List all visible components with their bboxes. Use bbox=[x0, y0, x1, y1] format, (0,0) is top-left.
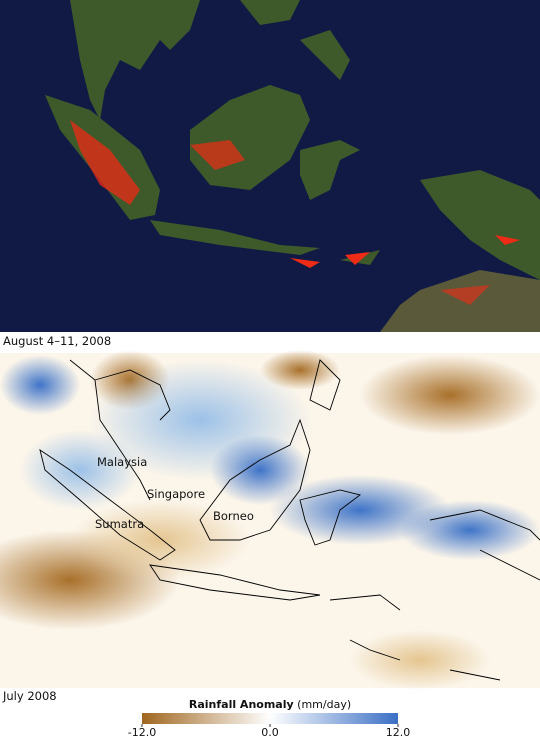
colorbar bbox=[142, 713, 398, 724]
map-label: Sumatra bbox=[95, 517, 144, 531]
colorbar-title-main: Rainfall Anomaly bbox=[189, 698, 294, 711]
colorbar-tick-label: 12.0 bbox=[386, 726, 411, 739]
bottom-caption: July 2008 bbox=[2, 689, 57, 703]
colorbar-tick-label: -12.0 bbox=[128, 726, 156, 739]
colorbar-unit: (mm/day) bbox=[297, 698, 351, 711]
top-caption: August 4–11, 2008 bbox=[3, 334, 111, 348]
map-label: Singapore bbox=[147, 487, 205, 501]
colorbar-tick-label: 0.0 bbox=[261, 726, 279, 739]
map-label: Malaysia bbox=[97, 455, 147, 469]
map-label: Borneo bbox=[213, 509, 254, 523]
colorbar-title: Rainfall Anomaly (mm/day) bbox=[189, 698, 351, 711]
anomaly-map: Malaysia Singapore Sumatra Borneo bbox=[0, 350, 540, 690]
satellite-map bbox=[0, 0, 540, 332]
